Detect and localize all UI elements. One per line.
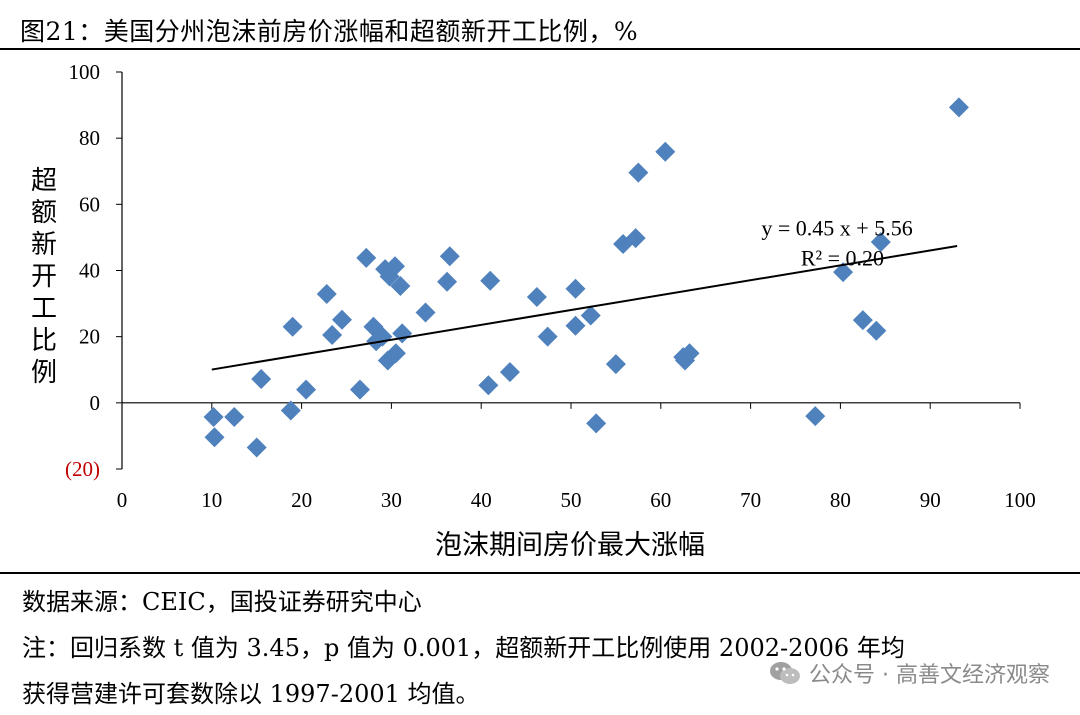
data-point xyxy=(384,256,405,277)
data-point xyxy=(385,343,406,364)
data-point xyxy=(356,247,377,268)
x-tick-label: 80 xyxy=(830,488,851,512)
x-tick-label: 100 xyxy=(1004,488,1036,512)
tick-labels: (20) 0 20 40 60 80 100 0 10 20 30 40 50 60 70 80 90 100 xyxy=(65,60,1036,512)
data-point xyxy=(805,406,826,427)
y-tick-label: 100 xyxy=(69,60,101,84)
data-point xyxy=(870,232,891,253)
data-point xyxy=(625,228,646,249)
data-point xyxy=(833,262,854,283)
trendline-equation: y = 0.45 x + 5.56 xyxy=(761,215,912,240)
data-points xyxy=(203,97,969,458)
y-axis-label-char: 工 xyxy=(30,294,57,324)
x-tick-label: 30 xyxy=(381,488,402,512)
data-point xyxy=(282,316,303,337)
data-point xyxy=(852,310,873,331)
data-point xyxy=(537,326,558,347)
data-point xyxy=(224,407,245,428)
y-tick-label: 0 xyxy=(90,391,101,415)
x-tick-label: 10 xyxy=(201,488,222,512)
y-tick-label: 60 xyxy=(79,192,100,216)
y-axis-label-char: 开 xyxy=(30,262,57,292)
data-point xyxy=(296,379,317,400)
x-tick-label: 0 xyxy=(117,488,128,512)
data-point xyxy=(322,325,343,346)
data-point xyxy=(628,162,649,183)
watermark: 公众号 · 高善文经济观察 xyxy=(769,657,1050,689)
y-axis-label-char: 超 xyxy=(30,166,57,196)
source-note: 数据来源：CEIC，国投证券研究中心 xyxy=(22,588,422,616)
bottom-rule xyxy=(0,572,1080,574)
data-point xyxy=(203,407,224,428)
footnote-line-1: 注：回归系数 t 值为 3.45，p 值为 0.001，超额新开工比例使用 20… xyxy=(22,634,905,662)
x-axis-label: 泡沫期间房价最大涨幅 xyxy=(435,530,705,561)
trendline xyxy=(211,244,958,371)
data-point xyxy=(580,305,601,326)
scatter-chart: (20) 0 20 40 60 80 100 0 10 20 30 40 50 60 70 80 90 100 y… xyxy=(65,60,1036,512)
data-point xyxy=(280,400,301,421)
data-point xyxy=(605,354,626,375)
x-tick-label: 40 xyxy=(471,488,492,512)
y-tick-label: 40 xyxy=(79,259,100,283)
data-point xyxy=(204,427,225,448)
data-point xyxy=(565,278,586,299)
x-tick-label: 70 xyxy=(740,488,761,512)
chart-title: 图21：美国分州泡沫前房价涨幅和超额新开工比例，% xyxy=(20,17,639,46)
data-point xyxy=(526,286,547,307)
data-point xyxy=(437,271,458,292)
data-point xyxy=(948,97,969,118)
data-point xyxy=(349,379,370,400)
x-tick-label: 90 xyxy=(920,488,941,512)
x-tick-label: 60 xyxy=(650,488,671,512)
data-point xyxy=(332,309,353,330)
data-point xyxy=(439,246,460,267)
data-point xyxy=(478,375,499,396)
data-point xyxy=(499,362,520,383)
axes xyxy=(116,71,1021,470)
wechat-icon xyxy=(770,662,801,684)
top-rule xyxy=(0,48,1080,50)
data-point xyxy=(392,323,413,344)
y-axis-label-char: 额 xyxy=(30,198,57,228)
data-point xyxy=(866,320,887,341)
data-point xyxy=(480,270,501,291)
y-axis-label: 超额新开工比例 xyxy=(26,165,62,389)
data-point xyxy=(655,141,676,162)
data-point xyxy=(316,283,337,304)
data-point xyxy=(246,437,267,458)
y-axis-label-char: 例 xyxy=(30,358,57,388)
y-axis-label-char: 比 xyxy=(30,326,57,356)
data-point xyxy=(586,413,607,434)
trendline-group: y = 0.45 x + 5.56 R² = 0.20 xyxy=(211,215,958,371)
watermark-text: 公众号 · 高善文经济观察 xyxy=(809,663,1050,688)
data-point xyxy=(251,369,272,390)
trendline-r-squared: R² = 0.20 xyxy=(801,246,884,271)
data-point xyxy=(565,315,586,336)
data-point xyxy=(390,276,411,297)
y-tick-label: 20 xyxy=(79,325,100,349)
x-tick-label: 20 xyxy=(291,488,312,512)
x-tick-label: 50 xyxy=(561,488,582,512)
y-tick-label: (20) xyxy=(65,457,100,481)
y-tick-label: 80 xyxy=(79,126,100,150)
y-axis-label-char: 新 xyxy=(30,230,57,260)
footnote-line-2: 获得营建许可套数除以 1997-2001 均值。 xyxy=(22,680,480,708)
data-point xyxy=(679,343,700,364)
data-point xyxy=(415,302,436,323)
